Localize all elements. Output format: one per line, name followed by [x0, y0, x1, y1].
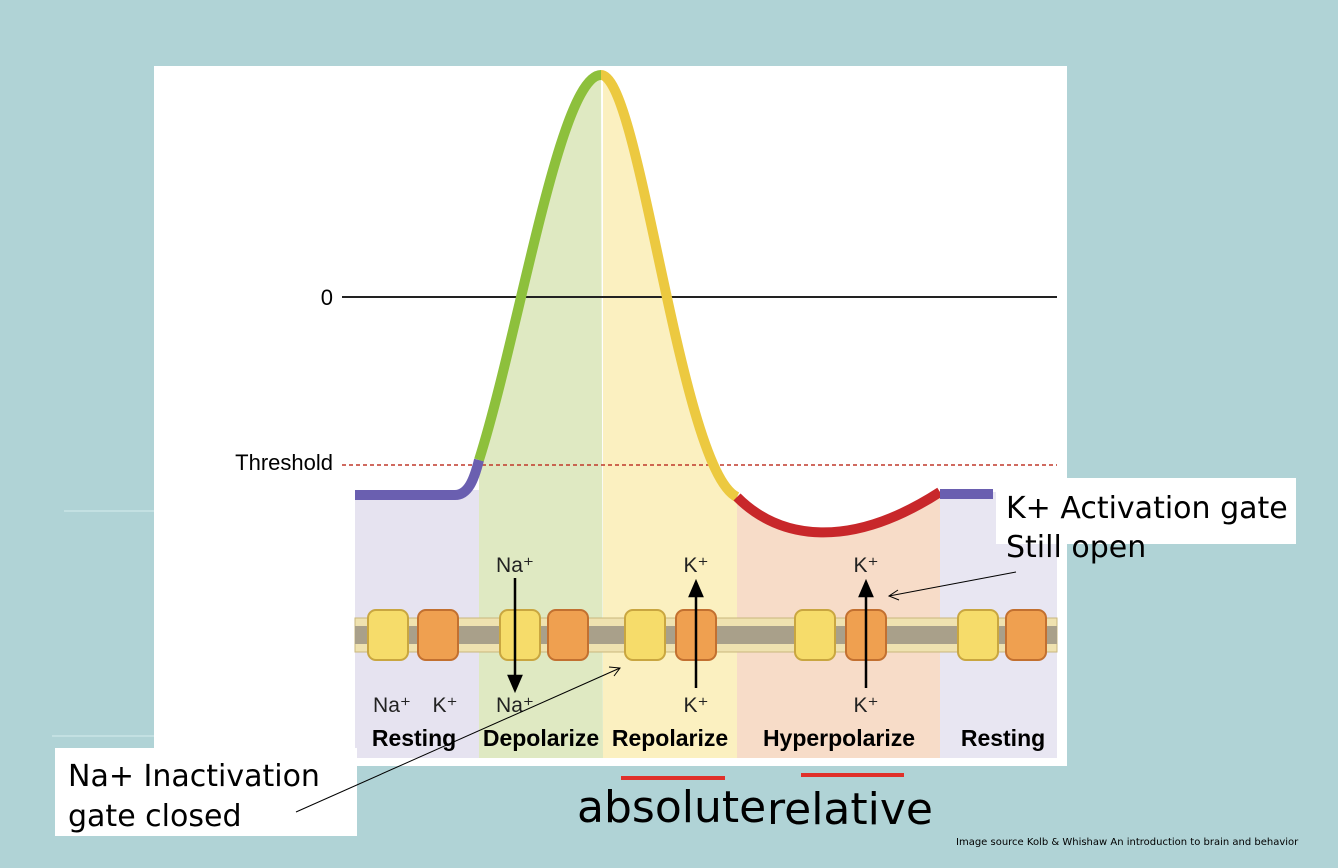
callout-text: Still open	[1006, 530, 1146, 565]
callout-arrow	[608, 666, 621, 677]
callout-box	[996, 478, 1296, 544]
callout-text: Na+ Inactivation	[68, 759, 320, 794]
ion-label: K⁺	[683, 554, 708, 577]
zero-label: 0	[321, 285, 333, 310]
refractory-label: relative	[767, 784, 933, 835]
callout-arrow	[887, 589, 900, 601]
threshold-label: Threshold	[235, 450, 333, 475]
ion-labels: Na⁺ Na⁺ K⁺ K⁺ K⁺ K⁺ Na⁺ K⁺	[373, 554, 879, 717]
ion-label: Na⁺	[373, 694, 411, 717]
membrane	[354, 609, 1058, 661]
ion-arrows	[507, 578, 874, 694]
phase-label: Resting	[961, 725, 1045, 751]
ion-label: Na⁺	[496, 554, 534, 577]
ion-label: K⁺	[853, 554, 878, 577]
phase-label: Hyperpolarize	[763, 725, 915, 751]
phase-label: Depolarize	[483, 725, 599, 751]
callout-text: K+ Activation gate	[1006, 491, 1288, 526]
refractory-label: absolute	[577, 782, 766, 833]
phase-labels: Resting Depolarize Repolarize Hyperpolar…	[372, 725, 1045, 751]
phase-label: Resting	[372, 725, 456, 751]
callout-text: gate closed	[68, 799, 242, 834]
callout-arrow	[888, 571, 1017, 597]
ion-label: K⁺	[683, 694, 708, 717]
ion-label: K⁺	[853, 694, 878, 717]
source-note: Image source Kolb & Whishaw An introduct…	[956, 837, 1299, 848]
callout-arrow	[295, 667, 621, 813]
phase-label: Repolarize	[612, 725, 728, 751]
potential-curve	[355, 70, 993, 538]
ion-label: K⁺	[432, 694, 457, 717]
callout-box	[55, 748, 357, 836]
ion-label: Na⁺	[496, 694, 534, 717]
